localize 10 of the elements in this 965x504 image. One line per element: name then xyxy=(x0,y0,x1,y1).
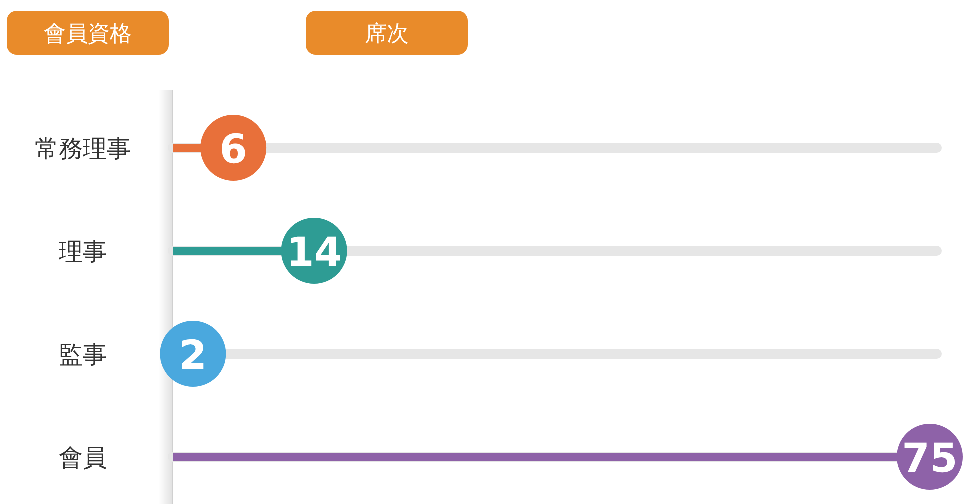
y-tick-label: 理事 xyxy=(59,238,107,266)
y-tick-label: 常務理事 xyxy=(35,135,131,163)
y-tick-label: 監事 xyxy=(59,341,107,369)
data-label: 14 xyxy=(286,230,342,276)
y-tick-label: 會員 xyxy=(59,444,107,472)
y-axis-title: 會員資格 xyxy=(44,22,132,47)
x-axis-title: 席次 xyxy=(365,22,409,47)
data-label: 2 xyxy=(179,333,208,379)
data-label: 75 xyxy=(902,436,958,482)
data-label: 6 xyxy=(220,127,248,173)
